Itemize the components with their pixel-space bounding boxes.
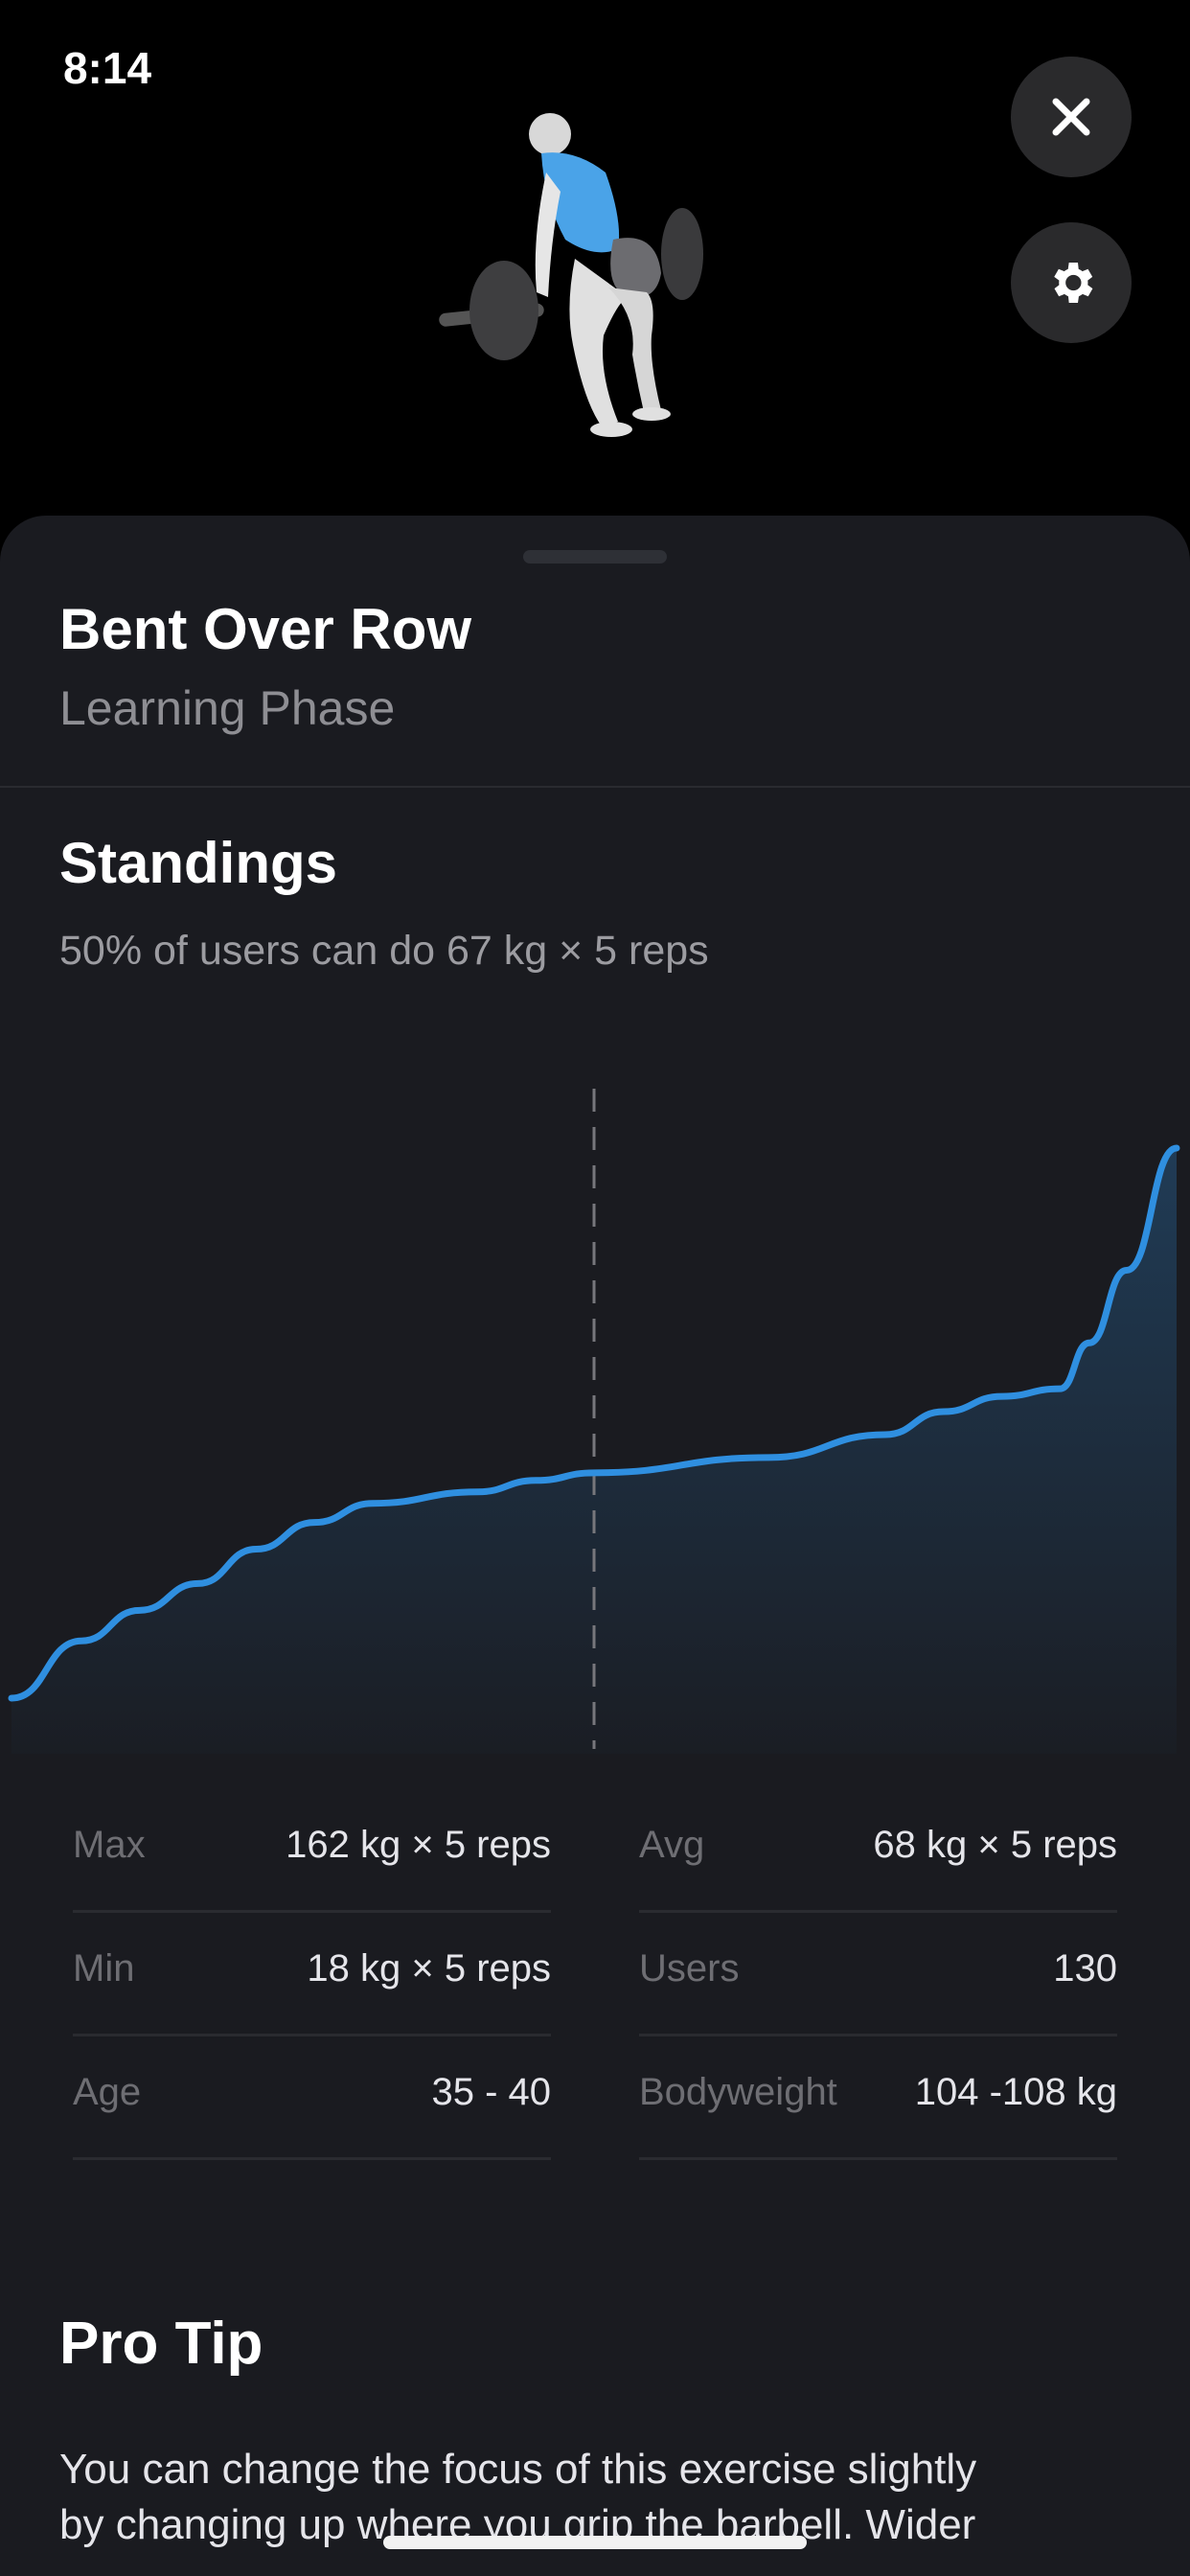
pro-tip-body: You can change the focus of this exercis… — [59, 2442, 1142, 2553]
settings-button[interactable] — [1011, 222, 1132, 343]
exercise-phase: Learning Phase — [59, 681, 396, 735]
pro-tip-title: Pro Tip — [59, 2311, 263, 2377]
chart-series-line — [8, 1144, 1180, 1702]
stat-label: Age — [73, 2071, 142, 2113]
stat-value: 18 kg × 5 reps — [307, 1947, 551, 1990]
stat-bodyweight: Bodyweight 104 -108 kg — [639, 2037, 1117, 2160]
standings-summary: 50% of users can do 67 kg × 5 reps — [59, 928, 709, 974]
sheet-drag-handle[interactable] — [523, 550, 667, 564]
stat-avg: Avg 68 kg × 5 reps — [639, 1790, 1117, 1913]
home-indicator[interactable] — [383, 2536, 807, 2549]
stat-min: Min 18 kg × 5 reps — [73, 1914, 551, 2036]
divider — [0, 786, 1190, 788]
exercise-illustration — [431, 96, 719, 450]
exercise-title: Bent Over Row — [59, 597, 472, 661]
stat-label: Bodyweight — [639, 2071, 837, 2113]
stat-label: Max — [73, 1824, 146, 1866]
close-button[interactable] — [1011, 57, 1132, 177]
standings-title: Standings — [59, 831, 338, 895]
status-time: 8:14 — [62, 43, 152, 93]
stat-value: 104 -108 kg — [914, 2071, 1117, 2113]
chart-area-fill — [11, 1148, 1177, 1754]
stat-label: Users — [639, 1947, 740, 1990]
stat-value: 162 kg × 5 reps — [286, 1824, 551, 1866]
stat-value: 130 — [1053, 1947, 1117, 1990]
standings-chart — [8, 1089, 1180, 1754]
pro-tip-line: You can change the focus of this exercis… — [59, 2446, 977, 2493]
stat-max: Max 162 kg × 5 reps — [73, 1790, 551, 1913]
stat-label: Min — [73, 1947, 135, 1990]
stat-value: 68 kg × 5 reps — [873, 1824, 1117, 1866]
stat-age: Age 35 - 40 — [73, 2037, 551, 2160]
close-icon — [1052, 98, 1090, 136]
stat-label: Avg — [639, 1824, 705, 1866]
stat-users: Users 130 — [639, 1914, 1117, 2036]
stat-value: 35 - 40 — [431, 2071, 551, 2113]
gear-icon — [1054, 263, 1093, 303]
